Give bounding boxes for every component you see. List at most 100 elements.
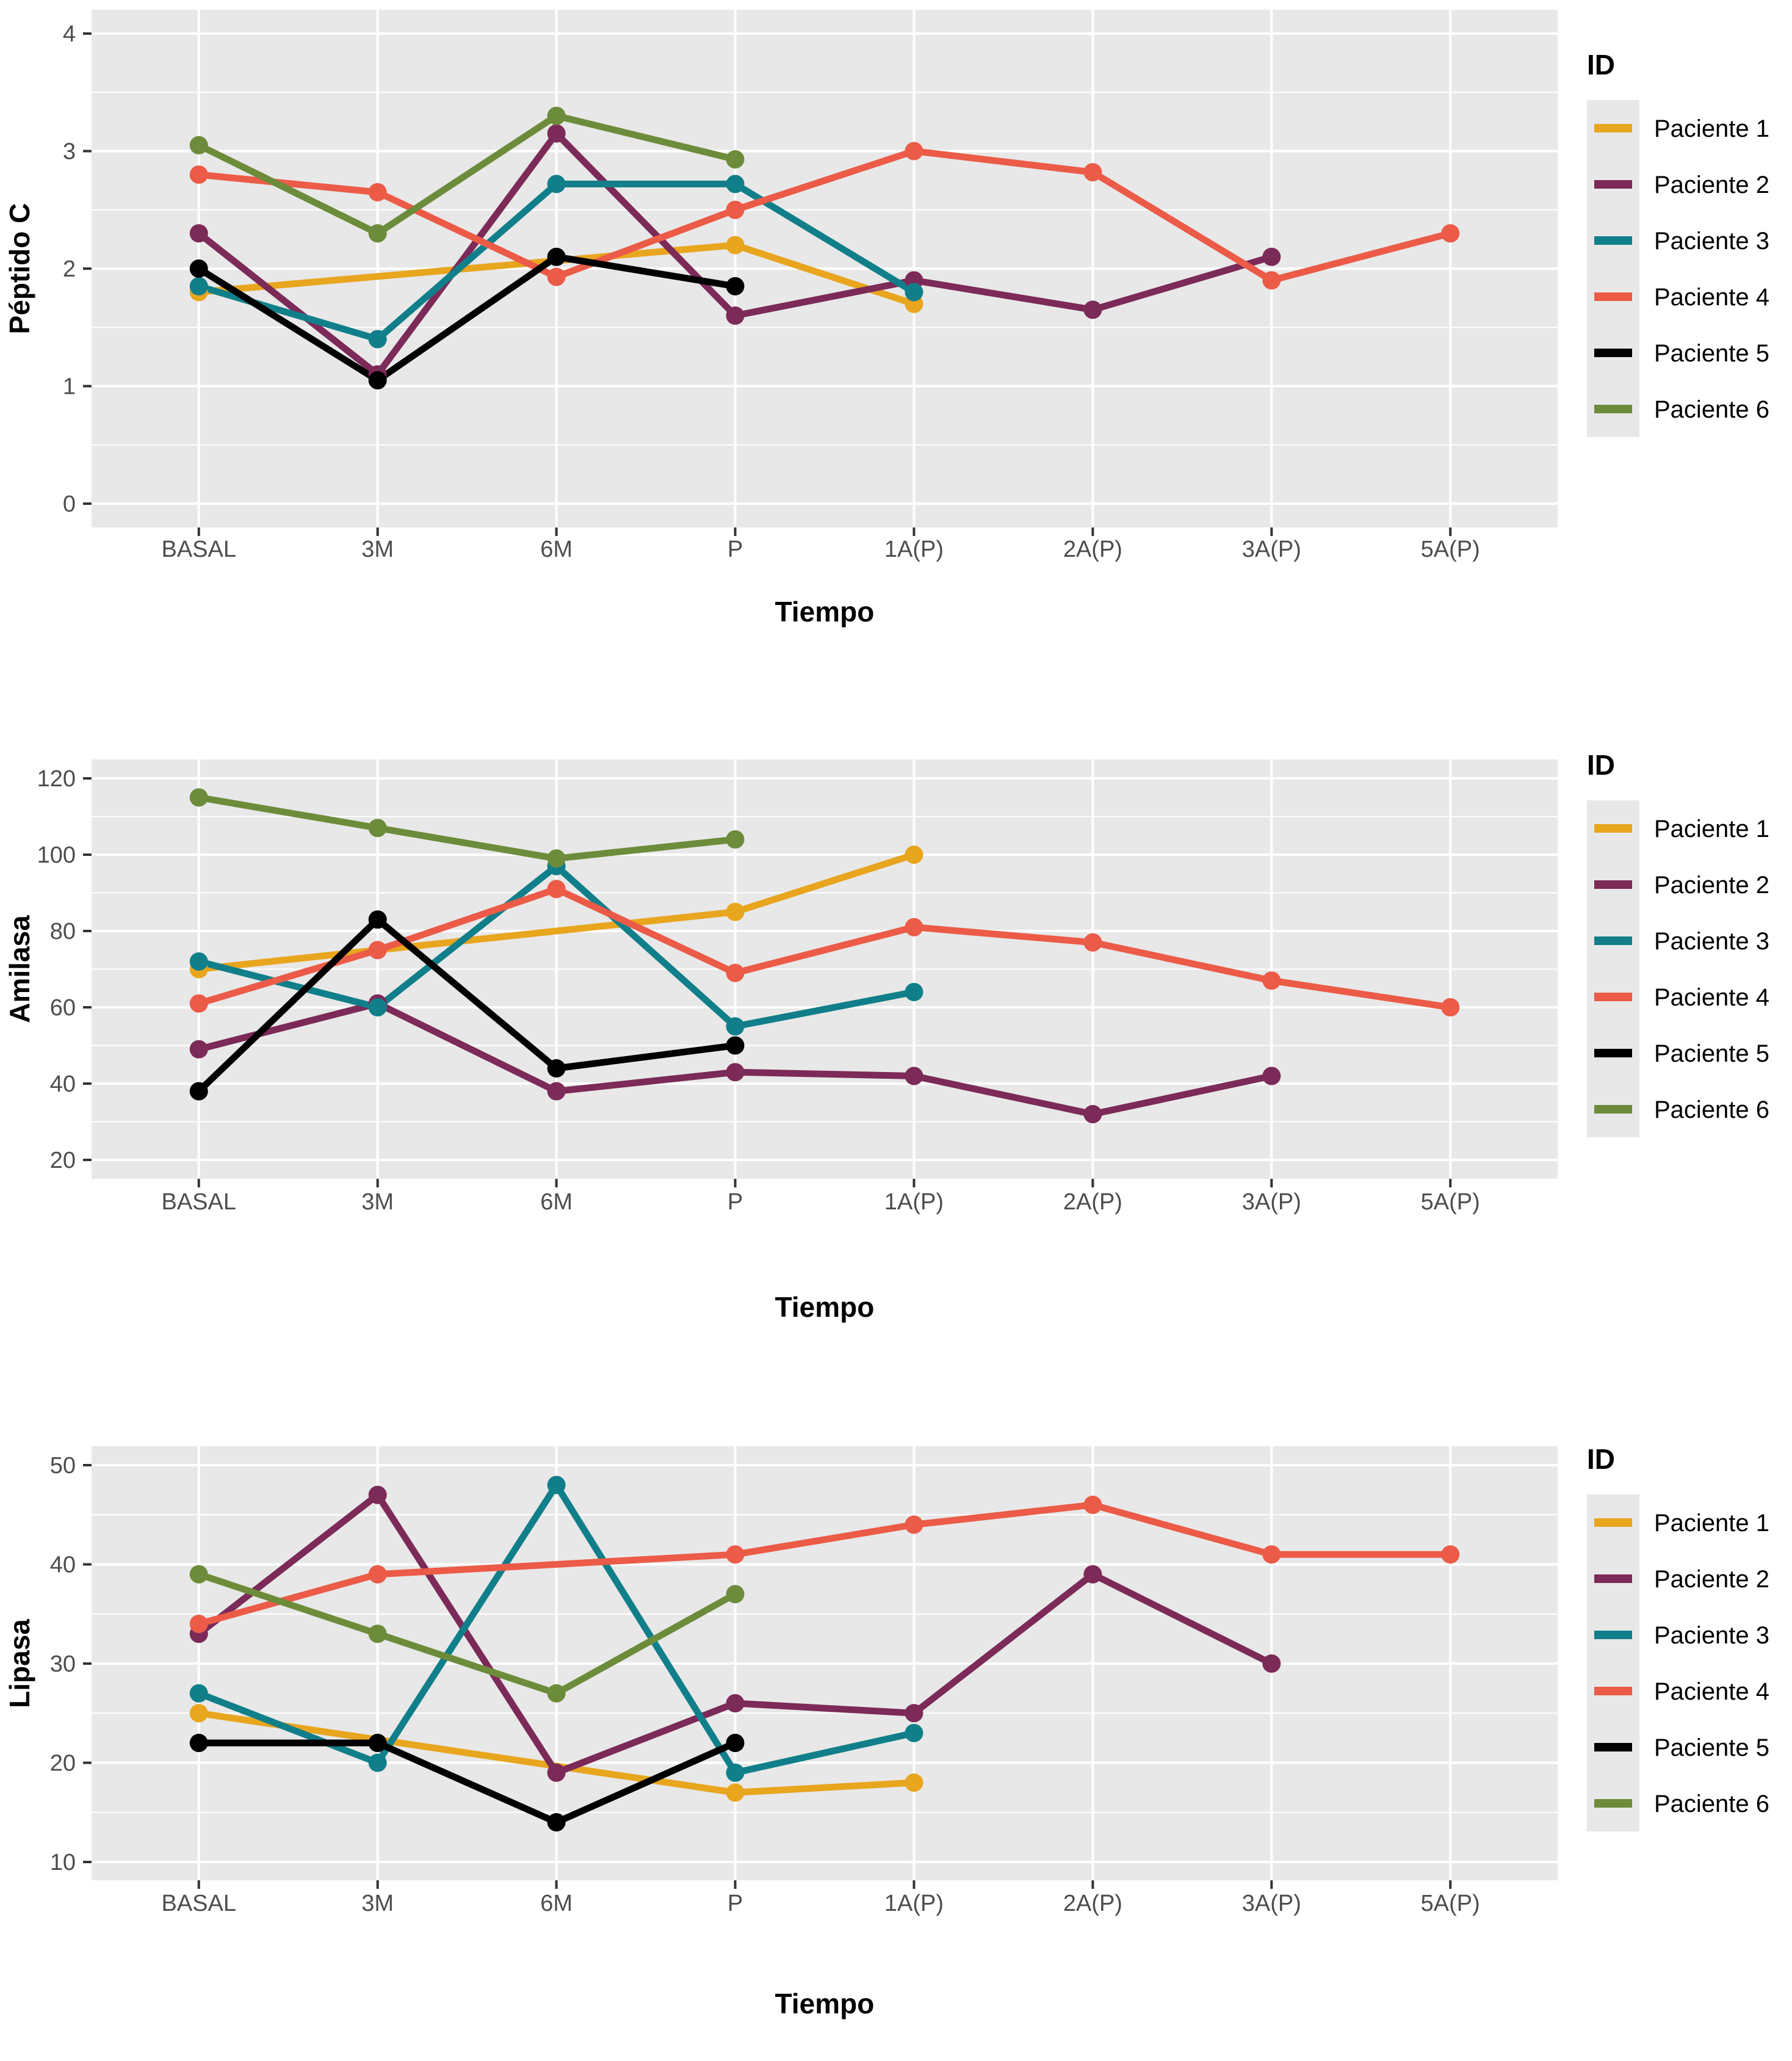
data-point-paciente-2-3A(P) xyxy=(1262,1067,1281,1085)
x-tick-label: BASAL xyxy=(161,1189,236,1215)
legend-swatch-paciente-1 xyxy=(1594,1518,1632,1527)
x-tick-label: 3M xyxy=(361,1189,394,1215)
data-point-paciente-2-2A(P) xyxy=(1083,1565,1102,1584)
data-point-paciente-2-3A(P) xyxy=(1262,247,1281,266)
legend-label: Paciente 2 xyxy=(1654,872,1769,899)
peptido-c-line-chart: 0 1 2 3 4 BASAL 3M 6M P 1A(P) 2A(P) 3A(P) 5A(P) Tiemp… xyxy=(4,10,1769,628)
data-point-paciente-1-BASAL xyxy=(189,1704,208,1723)
data-point-paciente-2-1A(P) xyxy=(905,1067,923,1085)
data-point-paciente-6-3M xyxy=(368,1625,387,1643)
data-point-paciente-1-1A(P) xyxy=(905,846,923,864)
legend-label: Paciente 4 xyxy=(1654,984,1769,1011)
y-tick-label: 80 xyxy=(50,919,76,944)
y-tick-label: 60 xyxy=(50,995,76,1021)
legend-title: ID xyxy=(1587,1443,1615,1475)
x-tick-label: 3A(P) xyxy=(1242,1891,1301,1916)
data-point-paciente-1-P xyxy=(726,236,745,255)
legend-label: Paciente 6 xyxy=(1654,1791,1769,1817)
lipasa-line-chart: 10 20 30 40 50 BASAL 3M 6M P 1A(P) 2A(P) 3A(P) 5A(P)… xyxy=(4,1443,1769,2019)
legend-swatch-paciente-2 xyxy=(1594,180,1632,189)
x-tick-label: 5A(P) xyxy=(1421,1189,1480,1215)
data-point-paciente-6-P xyxy=(726,830,745,849)
data-point-paciente-3-BASAL xyxy=(189,277,208,295)
data-point-paciente-3-P xyxy=(726,1763,745,1782)
y-tick-label: 0 xyxy=(63,491,76,517)
data-point-paciente-3-P xyxy=(726,1017,745,1036)
x-tick-label: 3A(P) xyxy=(1242,1189,1301,1215)
data-point-paciente-3-BASAL xyxy=(189,952,208,971)
legend-label: Paciente 1 xyxy=(1654,115,1769,142)
data-point-paciente-3-3M xyxy=(368,330,387,349)
data-point-paciente-4-2A(P) xyxy=(1083,163,1102,182)
x-tick-label: 5A(P) xyxy=(1421,1891,1480,1916)
data-point-paciente-5-6M xyxy=(547,247,566,266)
legend-label: Paciente 2 xyxy=(1654,172,1769,198)
data-point-paciente-6-BASAL xyxy=(189,788,208,807)
y-tick-label: 3 xyxy=(63,139,76,165)
data-point-paciente-3-1A(P) xyxy=(905,983,923,1001)
y-axis-title: Péptido C xyxy=(4,203,35,335)
data-point-paciente-6-P xyxy=(726,1585,745,1604)
data-point-paciente-5-P xyxy=(726,1036,745,1055)
legend-label: Paciente 2 xyxy=(1654,1566,1769,1593)
data-point-paciente-6-6M xyxy=(547,1684,566,1703)
x-tick-label: 6M xyxy=(540,1891,573,1916)
data-point-paciente-6-6M xyxy=(547,849,566,868)
legend-label: Paciente 3 xyxy=(1654,1622,1769,1649)
x-tick-label: P xyxy=(728,1891,743,1916)
data-point-paciente-4-1A(P) xyxy=(905,142,923,161)
legend-swatch-paciente-4 xyxy=(1594,993,1632,1001)
data-point-paciente-2-P xyxy=(726,306,745,325)
data-point-paciente-2-3A(P) xyxy=(1262,1654,1281,1673)
data-point-paciente-2-2A(P) xyxy=(1083,1105,1102,1123)
y-tick-label: 30 xyxy=(50,1651,76,1677)
x-tick-label: 5A(P) xyxy=(1421,537,1480,562)
data-point-paciente-4-1A(P) xyxy=(905,918,923,936)
data-point-paciente-5-BASAL xyxy=(189,1082,208,1101)
amilasa-line-chart: 20 40 60 80 100 120 BASAL 3M 6M P 1A(P) 2A(P) 3A(P) 5… xyxy=(4,749,1769,1323)
series-line-paciente-4 xyxy=(198,148,1451,284)
data-point-paciente-4-5A(P) xyxy=(1441,1545,1460,1564)
data-point-paciente-2-6M xyxy=(547,124,566,143)
legend-label: Paciente 5 xyxy=(1654,340,1769,367)
data-point-paciente-6-3M xyxy=(368,819,387,838)
x-tick-label: 1A(P) xyxy=(884,1891,944,1916)
legend-label: Paciente 6 xyxy=(1654,396,1769,423)
x-tick-label: BASAL xyxy=(161,537,236,562)
legend-key-strip xyxy=(1587,100,1639,437)
x-tick-label: P xyxy=(728,1189,743,1215)
data-point-paciente-2-6M xyxy=(547,1082,566,1101)
data-point-paciente-5-3M xyxy=(368,910,387,929)
legend-key-strip xyxy=(1587,800,1639,1137)
data-point-paciente-4-BASAL xyxy=(189,994,208,1013)
legend-label: Paciente 3 xyxy=(1654,228,1769,255)
data-point-paciente-3-P xyxy=(726,175,745,194)
y-tick-label: 4 xyxy=(63,21,76,47)
x-tick-label: 3A(P) xyxy=(1242,537,1301,562)
legend-swatch-paciente-2 xyxy=(1594,880,1632,889)
data-point-paciente-2-BASAL xyxy=(189,224,208,243)
data-point-paciente-2-2A(P) xyxy=(1083,300,1102,319)
data-point-paciente-3-3M xyxy=(368,998,387,1016)
data-point-paciente-3-BASAL xyxy=(189,1684,208,1703)
legend-swatch-paciente-3 xyxy=(1594,936,1632,945)
series-line-paciente-6 xyxy=(198,1571,737,1697)
legend-label: Paciente 4 xyxy=(1654,284,1769,311)
x-tick-label: 2A(P) xyxy=(1063,537,1122,562)
data-point-paciente-3-6M xyxy=(547,1476,566,1494)
data-point-paciente-4-2A(P) xyxy=(1083,933,1102,952)
y-tick-label: 2 xyxy=(63,256,76,282)
legend-label: Paciente 5 xyxy=(1654,1040,1769,1067)
data-point-paciente-4-P xyxy=(726,963,745,982)
series-line-paciente-5 xyxy=(198,1739,737,1826)
data-point-paciente-3-6M xyxy=(547,175,566,194)
data-point-paciente-2-3M xyxy=(368,1485,387,1504)
data-point-paciente-2-1A(P) xyxy=(905,1704,923,1723)
amilasa-chart-block: 20 40 60 80 100 120 BASAL 3M 6M P 1A(P) 2A(P) 3A(P) 5… xyxy=(0,687,1792,1374)
data-point-paciente-4-3A(P) xyxy=(1262,271,1281,290)
x-tick-label: 1A(P) xyxy=(884,537,944,562)
y-axis-title: Lipasa xyxy=(4,1619,35,1708)
x-tick-label: 2A(P) xyxy=(1063,1189,1122,1215)
legend-swatch-paciente-1 xyxy=(1594,824,1632,833)
